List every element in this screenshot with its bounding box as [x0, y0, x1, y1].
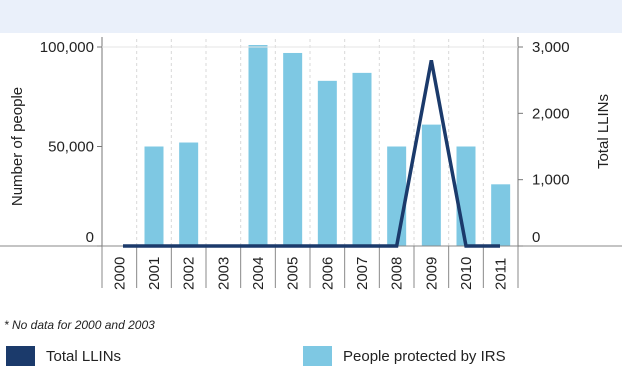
legend-swatch-total-llins: [6, 346, 35, 366]
y-left-axis-title: Number of people: [9, 87, 26, 206]
x-tick-label: 2000: [111, 257, 128, 290]
x-tick-label: 2010: [458, 257, 475, 290]
combo-chart: 0 50,000 100,000 0 1,000 2,000 3,000 2000 2001 20…: [0, 37, 622, 290]
line-total-llins: [123, 59, 500, 248]
legend-item-irs: People protected by IRS: [303, 345, 506, 367]
x-tick-label: 2007: [354, 257, 371, 290]
bar-irs-2006: [317, 80, 337, 246]
bar-irs-2004: [248, 45, 268, 247]
y-right-tick-label: 3,000: [532, 39, 570, 56]
x-tick-label: 2003: [215, 257, 232, 290]
bar-irs-2011: [491, 184, 511, 246]
footnote: * No data for 2000 and 2003: [4, 318, 155, 332]
bar-irs-2007: [352, 72, 372, 247]
legend-label-total-llins: Total LLINs: [46, 347, 122, 365]
y-right-axis-title: Total LLINs: [595, 94, 612, 169]
bar-irs-2010: [456, 146, 476, 246]
legend-label-irs: People protected by IRS: [343, 347, 506, 365]
x-tick-label: 2008: [389, 257, 406, 290]
header-band: [0, 0, 622, 33]
x-tick-label: 2011: [493, 258, 510, 290]
x-tick-label: 2009: [423, 257, 440, 290]
legend-swatch-irs: [303, 346, 332, 366]
bar-irs-2002: [179, 142, 199, 246]
bar-irs-2005: [283, 52, 303, 246]
y-left-tick-label: 0: [86, 229, 94, 246]
x-tick-label: 2002: [181, 257, 198, 290]
y-right-tick-label: 2,000: [532, 105, 570, 122]
legend-item-total-llins: Total LLINs: [6, 345, 121, 367]
y-left-tick-label: 50,000: [48, 139, 94, 156]
x-tick-label: 2001: [146, 257, 163, 290]
bar-irs-2008: [387, 146, 407, 246]
y-right-tick-label: 0: [532, 229, 540, 246]
bar-irs-2001: [144, 146, 164, 246]
x-tick-label: 2004: [250, 257, 267, 290]
y-right-tick-label: 1,000: [532, 172, 570, 189]
y-left-tick-label: 100,000: [40, 39, 94, 56]
x-tick-label: 2006: [319, 257, 336, 290]
bar-irs-2009: [421, 124, 441, 246]
x-tick-label: 2005: [285, 257, 302, 290]
